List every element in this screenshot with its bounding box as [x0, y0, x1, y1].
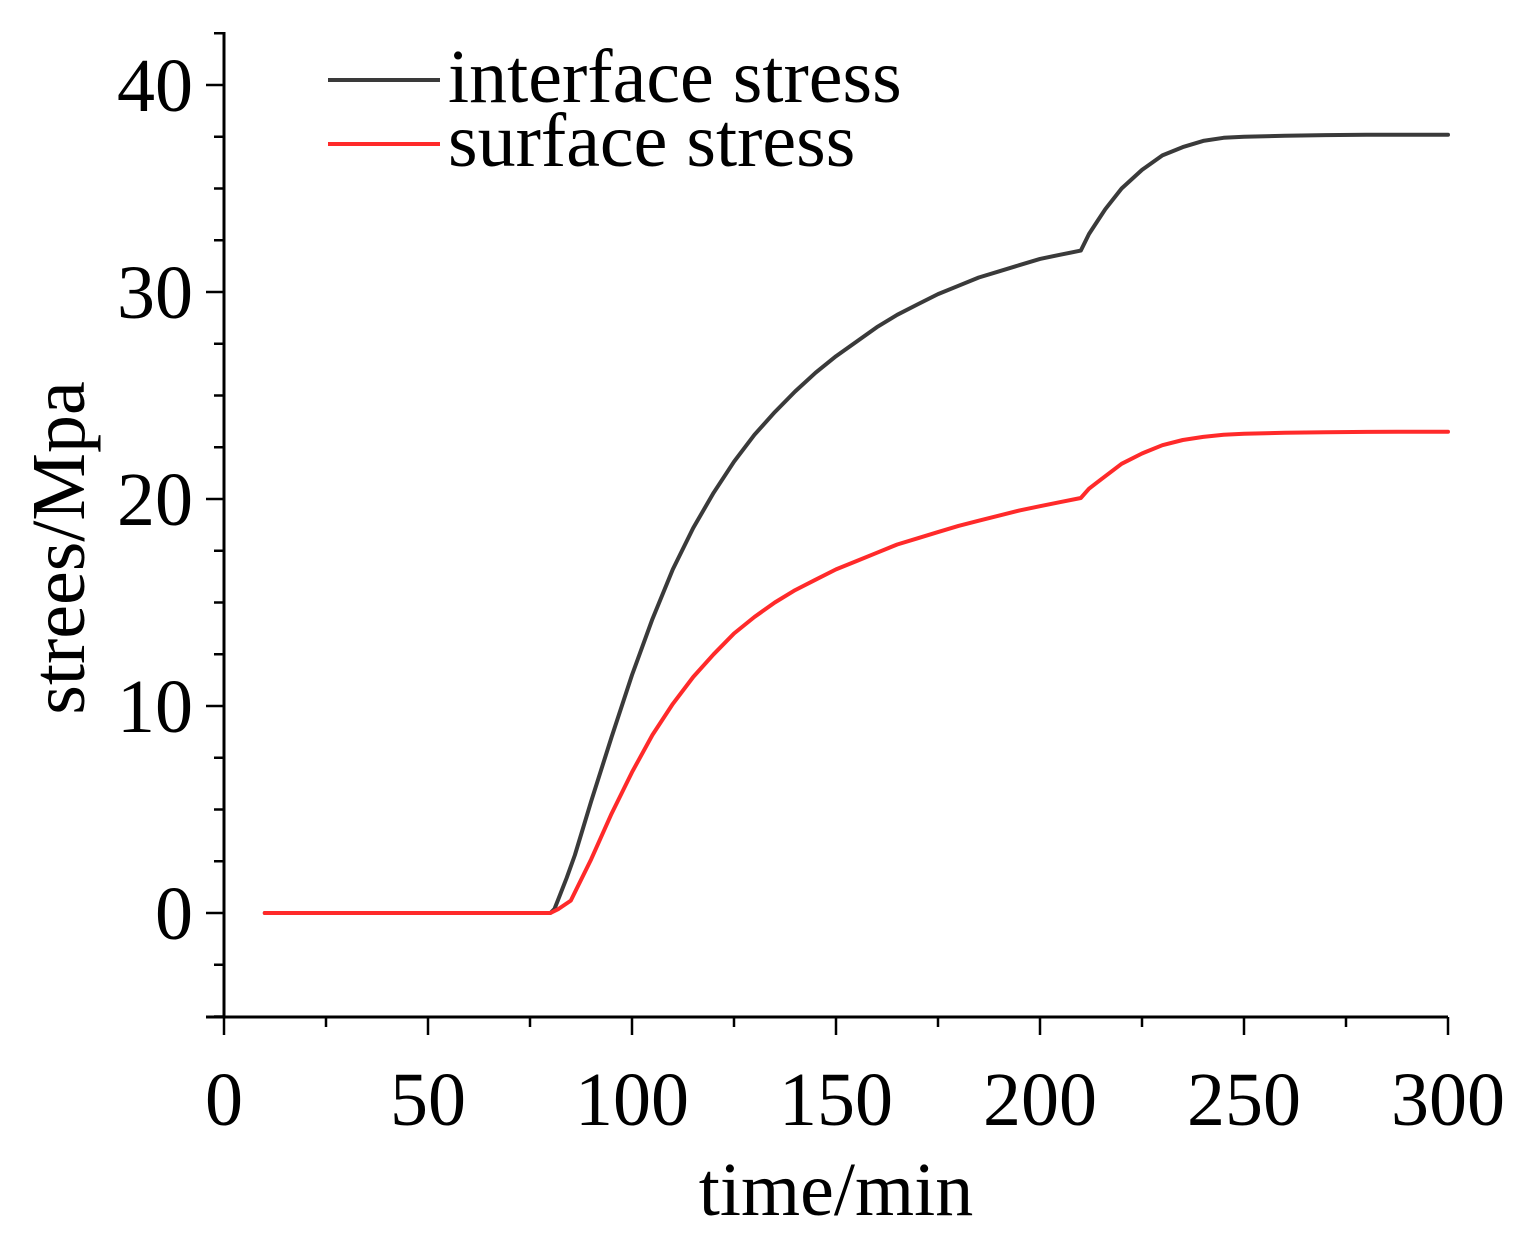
y-tick-label: 40 — [117, 44, 193, 128]
series-line-interface-stress — [262, 132, 1450, 915]
x-tick-label: 100 — [575, 1058, 689, 1142]
y-tick-label: 10 — [117, 665, 193, 749]
x-tick-label: 0 — [205, 1058, 243, 1142]
x-tick-label: 250 — [1187, 1058, 1301, 1142]
chart-axes — [206, 32, 1448, 1019]
series-lines — [262, 132, 1450, 915]
x-axis-title: time/min — [699, 1148, 973, 1232]
x-tick-label: 150 — [779, 1058, 893, 1142]
x-tick-label: 300 — [1391, 1058, 1505, 1142]
series-line-surface-stress — [262, 429, 1450, 915]
y-tick-label: 30 — [117, 251, 193, 335]
axis-ticks: 0 50 100 150 200 250 300 0 10 20 30 40 — [117, 32, 1505, 1142]
legend-label: interface stress — [448, 35, 902, 119]
y-axis-title: strees/Mpa — [17, 381, 101, 714]
y-tick-label: 0 — [155, 872, 193, 956]
y-tick-label: 20 — [117, 458, 193, 542]
x-tick-label: 50 — [390, 1058, 466, 1142]
legend-label: surface stress — [448, 99, 855, 183]
x-tick-label: 200 — [983, 1058, 1097, 1142]
